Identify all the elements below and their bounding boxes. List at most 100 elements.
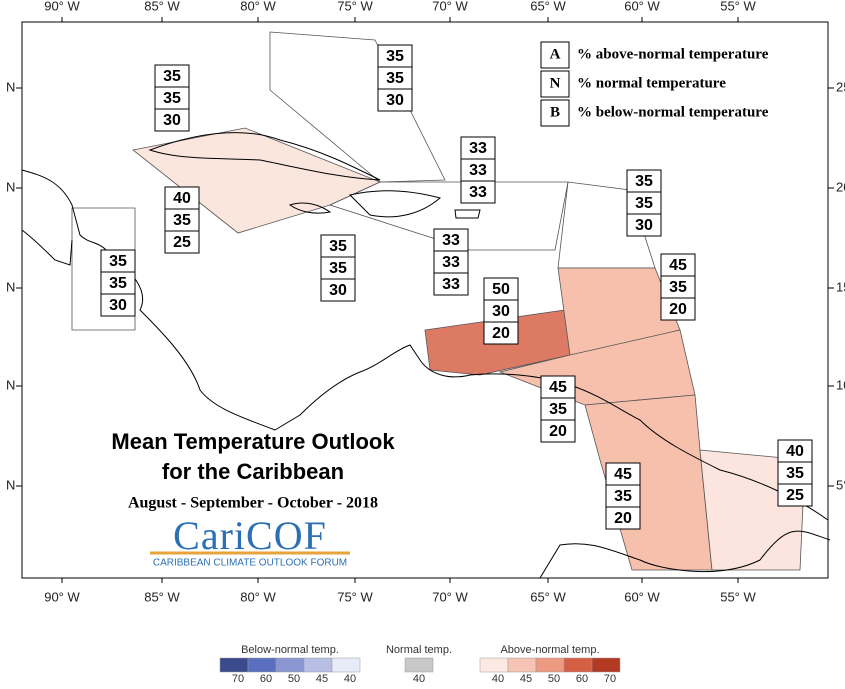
lon-label: 90° W [44, 0, 80, 13]
forecast-value: 35 [635, 173, 653, 190]
lat-label: 20 [836, 179, 845, 194]
colorbar-swatch [247, 657, 277, 673]
forecast-value: 35 [549, 401, 567, 418]
key-text: % below-normal temperature [577, 104, 769, 120]
lat-label: N [6, 377, 15, 392]
coastline [148, 132, 381, 181]
colorbar-tick: 50 [288, 673, 300, 684]
coastline [349, 190, 442, 218]
forecast-value: 30 [329, 282, 347, 299]
forecast-value: 33 [442, 276, 460, 293]
lon-label: 60° W [624, 0, 660, 13]
key-box [540, 41, 570, 69]
key: A % above-normal temperature N % normal tem… [540, 41, 769, 127]
colorbar-tick: 40 [344, 673, 356, 684]
region [71, 207, 136, 331]
forecast-value: 25 [173, 234, 191, 251]
forecast-cell [100, 293, 136, 317]
colorbar-swatch [331, 657, 361, 673]
forecast-value: 35 [786, 465, 804, 482]
forecast-value: 33 [469, 140, 487, 157]
forecast-value: 20 [669, 301, 687, 318]
forecast-cell [460, 180, 496, 204]
forecast-value: 35 [635, 195, 653, 212]
forecast-value: 35 [163, 68, 181, 85]
forecast-value: 35 [173, 212, 191, 229]
region [269, 31, 446, 183]
forecast-cell [154, 108, 190, 132]
lon-label: 70° W [432, 589, 468, 604]
forecast-cell [320, 278, 356, 302]
forecast-value: 20 [614, 510, 632, 527]
forecast-value: 35 [329, 238, 347, 255]
colorbar-tick: 70 [232, 673, 244, 684]
colorbar-swatch [479, 657, 509, 673]
forecast-value: 45 [549, 379, 567, 396]
period: August - September - October - 2018 [128, 495, 378, 512]
colorbar-tick: 45 [520, 673, 532, 684]
colorbar-tick: 60 [576, 673, 588, 684]
forecast-value: 40 [786, 443, 804, 460]
forecast-value: 35 [109, 275, 127, 292]
colorbar-tick: 40 [492, 673, 504, 684]
lon-label: 55° W [720, 0, 756, 13]
forecast-value: 45 [614, 466, 632, 483]
lat-label: N [6, 179, 15, 194]
coastline [539, 530, 831, 579]
forecast-value: 33 [442, 232, 460, 249]
forecast-cell [777, 483, 813, 507]
colorbar-swatch [563, 657, 593, 673]
coastline [454, 209, 481, 219]
lat-label: 5° [836, 477, 845, 492]
colorbar-tick: 60 [260, 673, 272, 684]
forecast-value: 35 [163, 90, 181, 107]
key-letter: A [550, 46, 561, 62]
forecast-value: 25 [786, 487, 804, 504]
forecast-cell [605, 506, 641, 530]
colorbar-title: Above-normal temp. [500, 644, 599, 656]
colorbar-swatch [591, 657, 621, 673]
lon-label: 85° W [144, 0, 180, 13]
lat-label: N [6, 477, 15, 492]
forecast-value: 45 [669, 257, 687, 274]
forecast-value: 35 [329, 260, 347, 277]
logo: CariCOF [173, 513, 327, 558]
forecast-value: 33 [469, 162, 487, 179]
forecast-value: 30 [635, 217, 653, 234]
lon-label: 60° W [624, 589, 660, 604]
lon-label: 65° W [530, 0, 566, 13]
forecast-cell [483, 321, 519, 345]
key-box [540, 99, 570, 127]
forecast-value: 33 [442, 254, 460, 271]
forecast-value: 35 [669, 279, 687, 296]
forecast-value: 35 [109, 253, 127, 270]
logo-caption: CARIBBEAN CLIMATE OUTLOOK FORUM [153, 558, 347, 569]
colorbar-tick: 40 [413, 673, 425, 684]
forecast-value: 35 [386, 48, 404, 65]
title: Mean Temperature Outlook [111, 429, 395, 454]
forecast-value: 20 [492, 325, 510, 342]
colorbar-swatch [275, 657, 305, 673]
colorbar-swatch [303, 657, 333, 673]
lon-label: 80° W [240, 589, 276, 604]
colorbar-swatch [507, 657, 537, 673]
colorbar-swatch [535, 657, 565, 673]
colorbar-tick: 50 [548, 673, 560, 684]
colorbar-title: Normal temp. [386, 644, 452, 656]
lat-label: 15 [836, 279, 845, 294]
lon-label: 85° W [144, 589, 180, 604]
forecast-value: 35 [386, 70, 404, 87]
lat-label: N [6, 279, 15, 294]
forecast-cell [377, 88, 413, 112]
lat-label: N [6, 79, 15, 94]
forecast-cell [433, 272, 469, 296]
lon-label: 70° W [432, 0, 468, 13]
colorbar-tick: 45 [316, 673, 328, 684]
lon-label: 65° W [530, 589, 566, 604]
key-letter: N [550, 75, 561, 91]
lon-label: 55° W [720, 589, 756, 604]
key-letter: B [550, 104, 560, 120]
forecast-value: 30 [386, 92, 404, 109]
colorbar-swatch [404, 657, 434, 673]
